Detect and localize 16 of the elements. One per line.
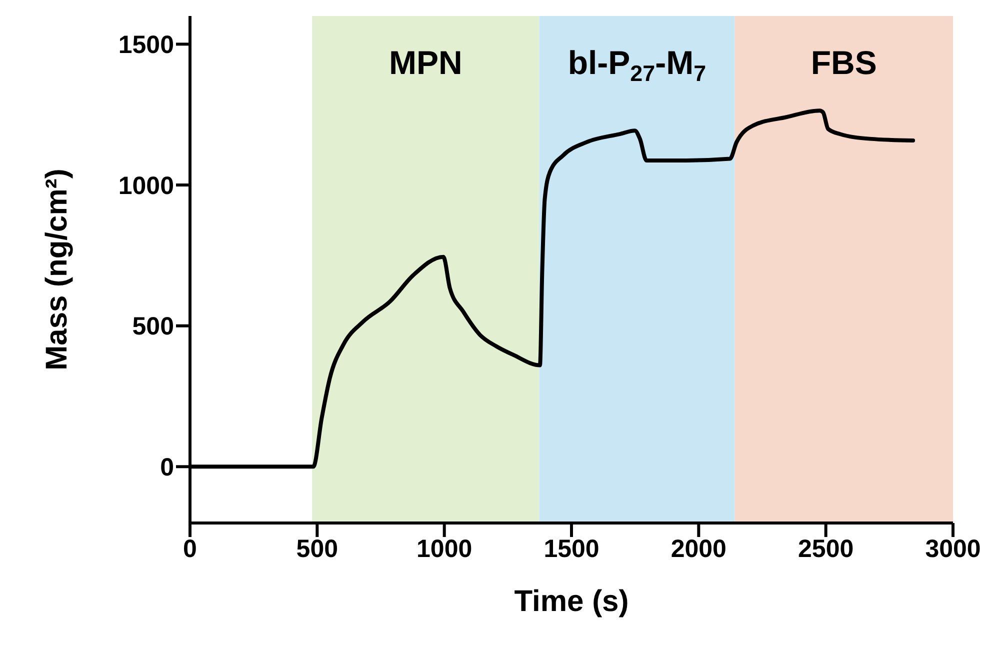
x-tick-label: 1000: [416, 534, 472, 563]
x-tick-label: 500: [296, 534, 338, 563]
x-axis-title: Time (s): [514, 585, 629, 618]
band-label: FBS: [810, 44, 877, 81]
band-label: bl-P$_{27}$-M$_{7}$: [568, 44, 706, 86]
y-tick-label: 0: [160, 454, 174, 482]
y-axis-title: Mass (ng/cm²): [40, 168, 74, 370]
x-tick-label: 2500: [798, 534, 854, 563]
x-tick-label: 3000: [925, 534, 981, 563]
band-label: MPN: [388, 44, 462, 81]
x-tick-label: 1500: [544, 534, 600, 563]
x-tick-label: 2000: [670, 534, 726, 563]
y-tick-label: 1000: [118, 172, 174, 200]
y-tick-label: 500: [132, 312, 174, 341]
x-tick-label: 0: [183, 534, 197, 563]
y-tick-label: 1500: [118, 31, 174, 60]
